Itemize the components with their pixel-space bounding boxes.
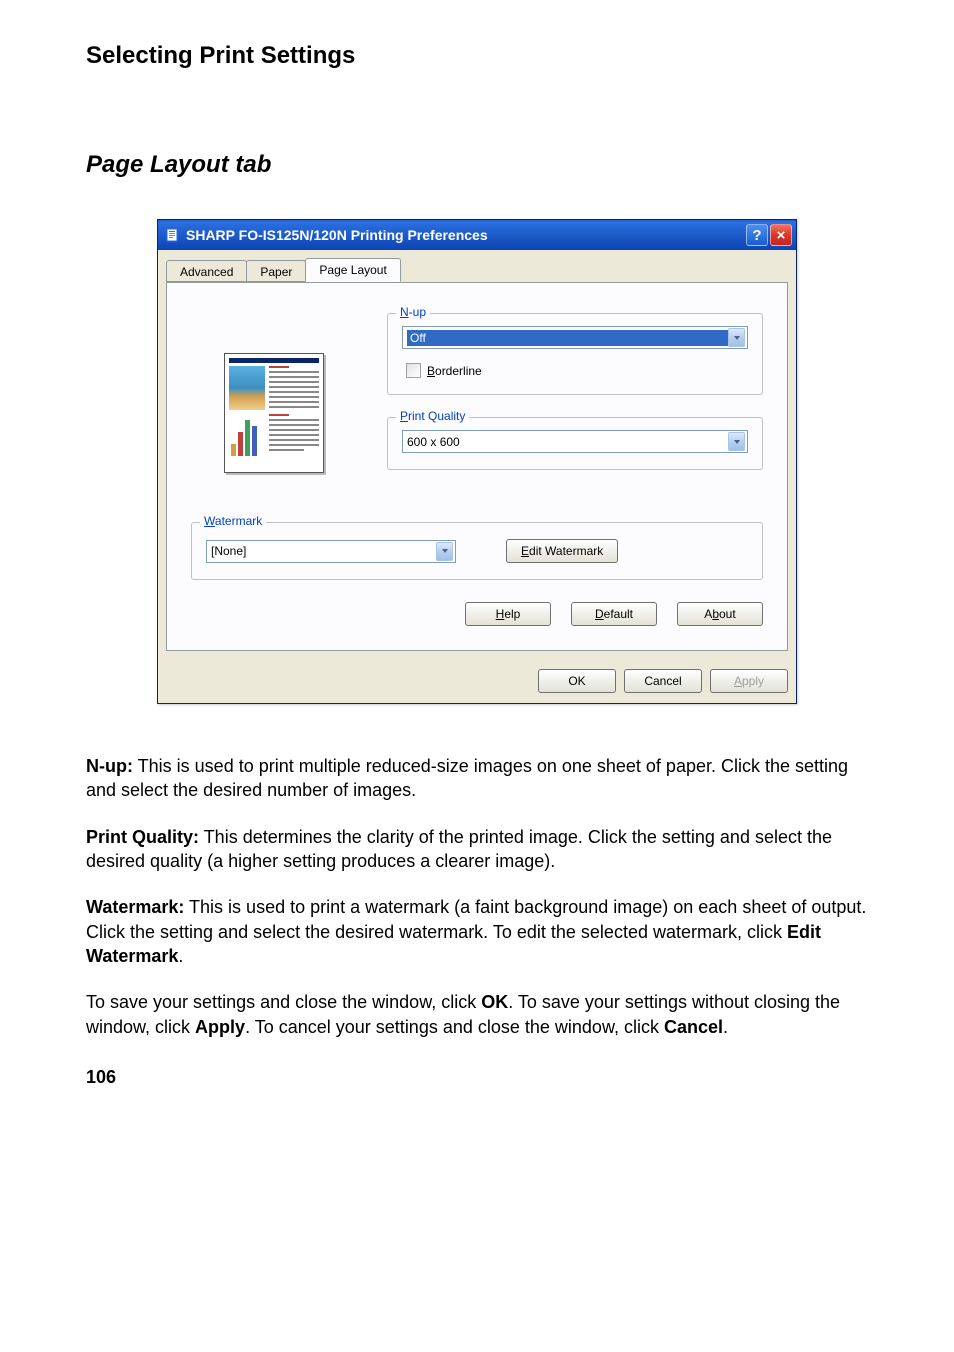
watermark-select-value: [None]	[211, 544, 436, 558]
cancel-button[interactable]: Cancel	[624, 669, 702, 693]
print-quality-legend: Print Quality	[396, 409, 469, 423]
page-preview-thumbnail	[224, 353, 324, 473]
nup-select[interactable]: Off	[402, 326, 748, 349]
dropdown-arrow-icon	[436, 542, 453, 561]
about-button[interactable]: About	[677, 602, 763, 626]
borderline-checkbox[interactable]	[406, 363, 421, 378]
dialog-footer: OK Cancel Apply	[158, 659, 796, 703]
dropdown-arrow-icon	[728, 328, 745, 347]
tab-panel-page-layout: N-up Off Borderline	[166, 282, 788, 651]
tab-strip: Advanced Paper Page Layout	[166, 258, 788, 283]
print-quality-select[interactable]: 600 x 600	[402, 430, 748, 453]
print-quality-fieldset: Print Quality 600 x 600	[387, 417, 763, 470]
preview-column	[191, 313, 357, 492]
borderline-label: Borderline	[427, 364, 482, 378]
print-quality-value: 600 x 600	[407, 435, 728, 449]
default-button[interactable]: Default	[571, 602, 657, 626]
page-title: Selecting Print Settings	[86, 40, 868, 71]
edit-watermark-button[interactable]: Edit Watermark	[506, 539, 618, 563]
borderline-checkbox-row[interactable]: Borderline	[406, 363, 748, 378]
tab-paper[interactable]: Paper	[246, 260, 306, 282]
paragraph-nup: N-up: This is used to print multiple red…	[86, 754, 868, 803]
apply-button[interactable]: Apply	[710, 669, 788, 693]
paragraph-watermark: Watermark: This is used to print a water…	[86, 895, 868, 968]
watermark-select[interactable]: [None]	[206, 540, 456, 563]
titlebar-close-button[interactable]: ×	[770, 224, 792, 246]
paragraph-print-quality: Print Quality: This determines the clari…	[86, 825, 868, 874]
watermark-fieldset: Watermark [None] Edit Watermark	[191, 522, 763, 580]
paragraph-save: To save your settings and close the wind…	[86, 990, 868, 1039]
tab-page-layout[interactable]: Page Layout	[305, 258, 400, 282]
dialog-title: SHARP FO-IS125N/120N Printing Preference…	[186, 227, 744, 243]
nup-fieldset: N-up Off Borderline	[387, 313, 763, 395]
print-preferences-dialog: SHARP FO-IS125N/120N Printing Preference…	[157, 219, 797, 704]
tab-advanced[interactable]: Advanced	[166, 260, 247, 282]
title-bar: SHARP FO-IS125N/120N Printing Preference…	[158, 220, 796, 250]
help-button[interactable]: Help	[465, 602, 551, 626]
body-text: N-up: This is used to print multiple red…	[86, 754, 868, 1039]
section-title: Page Layout tab	[86, 151, 868, 179]
nup-legend: N-up	[396, 305, 430, 319]
nup-select-value: Off	[407, 330, 728, 346]
app-icon	[164, 227, 180, 243]
dropdown-arrow-icon	[728, 432, 745, 451]
watermark-legend: Watermark	[200, 514, 266, 528]
titlebar-help-button[interactable]: ?	[746, 224, 768, 246]
ok-button[interactable]: OK	[538, 669, 616, 693]
page-number: 106	[86, 1067, 868, 1088]
